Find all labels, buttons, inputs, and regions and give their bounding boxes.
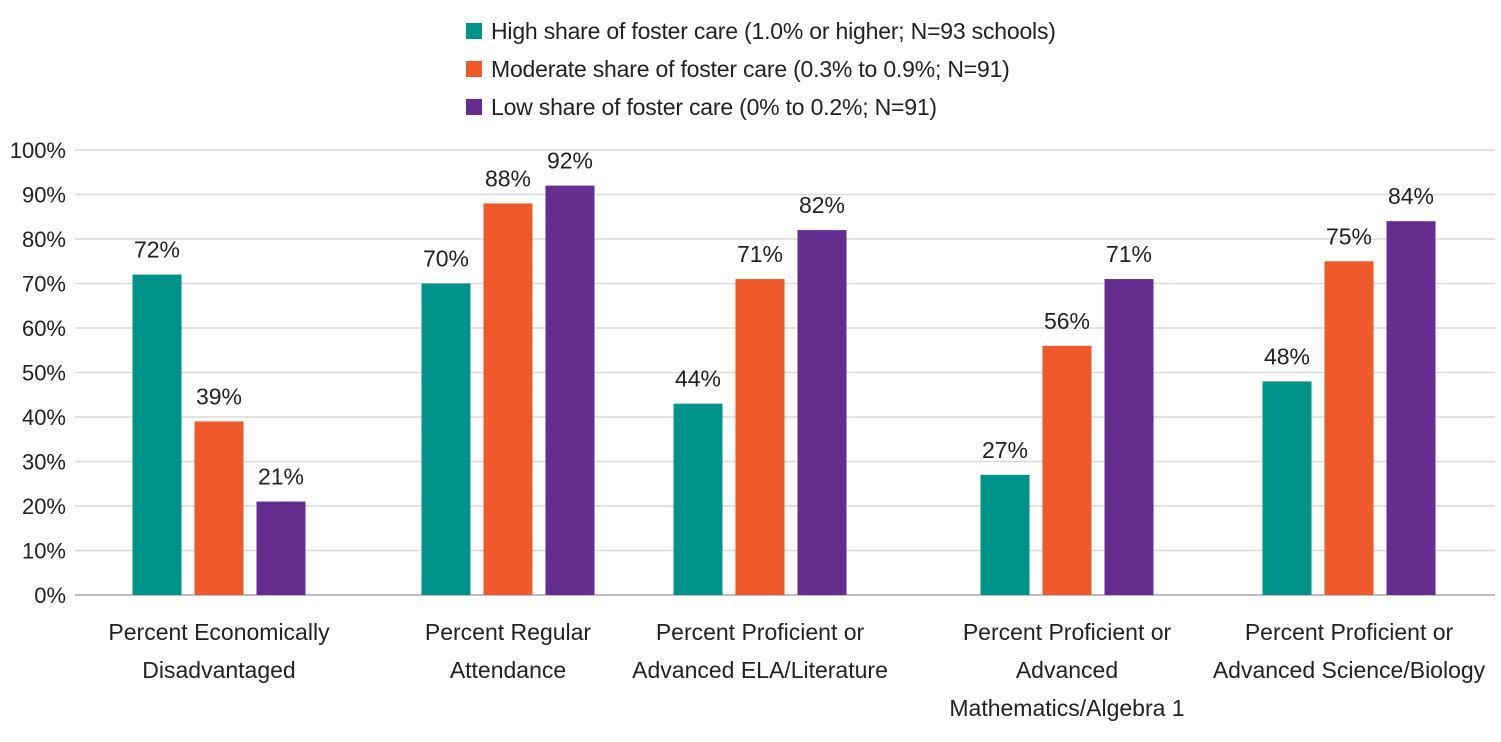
y-tick-label: 60%: [22, 316, 66, 341]
data-label: 92%: [547, 148, 593, 174]
bar: [545, 185, 595, 595]
x-category-label-line: Percent Proficient or: [656, 619, 865, 645]
y-tick-label: 80%: [22, 227, 66, 252]
x-category-label-line: Mathematics/Algebra 1: [949, 695, 1184, 721]
data-label: 71%: [1106, 241, 1152, 267]
x-category-label-line: Percent Proficient or: [963, 619, 1172, 645]
x-category-label-line: Percent Proficient or: [1245, 619, 1454, 645]
bar: [673, 403, 723, 595]
bar: [421, 283, 471, 595]
x-category-label-line: Percent Economically: [108, 619, 330, 645]
x-category-label-line: Percent Regular: [425, 619, 592, 645]
bar: [797, 230, 847, 595]
legend-swatch-moderate: [466, 61, 482, 77]
legend-item-moderate: Moderate share of foster care (0.3% to 0…: [466, 50, 1056, 88]
y-tick-label: 10%: [22, 539, 66, 564]
legend-item-high: High share of foster care (1.0% or highe…: [466, 12, 1056, 50]
y-tick-label: 30%: [22, 450, 66, 475]
x-category-label: Percent Proficient or Advanced ELA/Litera…: [632, 619, 888, 683]
y-tick-label: 40%: [22, 405, 66, 430]
data-label: 70%: [423, 246, 469, 272]
y-tick-label: 20%: [22, 494, 66, 519]
legend-item-low: Low share of foster care (0% to 0.2%; N=…: [466, 88, 1056, 126]
bar: [1262, 381, 1312, 595]
data-label: 84%: [1388, 183, 1434, 209]
data-label: 44%: [675, 366, 721, 392]
data-label: 39%: [196, 383, 242, 409]
x-category-label: Percent Proficient or Advanced Science/Bi…: [1213, 619, 1486, 683]
y-tick-label: 50%: [22, 361, 66, 386]
data-label: 21%: [258, 464, 304, 490]
legend-label-moderate: Moderate share of foster care (0.3% to 0…: [491, 55, 1010, 82]
bar: [1386, 221, 1436, 595]
bar: [132, 274, 182, 595]
x-category-label: Percent Regular Attendance: [425, 619, 592, 683]
x-category-label: Percent Economically Disadvantaged: [108, 619, 330, 683]
data-label: 71%: [737, 241, 783, 267]
x-category-label-line: Attendance: [450, 657, 566, 683]
bar: [1104, 279, 1154, 595]
data-label: 88%: [485, 165, 531, 191]
bar: [980, 474, 1030, 595]
data-label: 82%: [799, 192, 845, 218]
bar: [483, 203, 533, 595]
x-category-label: Percent Proficient or Advanced Mathematics…: [949, 619, 1184, 721]
x-category-label-line: Advanced Science/Biology: [1213, 657, 1486, 683]
x-category-label-line: Advanced: [1016, 657, 1118, 683]
bar: [256, 501, 306, 595]
bar: [1324, 261, 1374, 595]
y-tick-label: 70%: [22, 272, 66, 297]
bar: [735, 279, 785, 595]
data-label: 27%: [982, 437, 1028, 463]
data-label: 75%: [1326, 223, 1372, 249]
bar: [194, 421, 244, 595]
y-tick-label: 0%: [34, 583, 66, 608]
legend-swatch-high: [466, 23, 482, 39]
x-category-label-line: Disadvantaged: [142, 657, 295, 683]
bar: [1042, 345, 1092, 595]
data-label: 72%: [134, 237, 180, 263]
legend-label-high: High share of foster care (1.0% or highe…: [491, 17, 1056, 44]
legend-swatch-low: [466, 99, 482, 115]
y-tick-label: 90%: [22, 183, 66, 208]
data-label: 48%: [1264, 343, 1310, 369]
legend-label-low: Low share of foster care (0% to 0.2%; N=…: [491, 93, 937, 120]
y-tick-label: 100%: [10, 138, 66, 163]
x-category-label-line: Advanced ELA/Literature: [632, 657, 888, 683]
chart-legend: High share of foster care (1.0% or highe…: [466, 12, 1056, 126]
data-label: 56%: [1044, 308, 1090, 334]
